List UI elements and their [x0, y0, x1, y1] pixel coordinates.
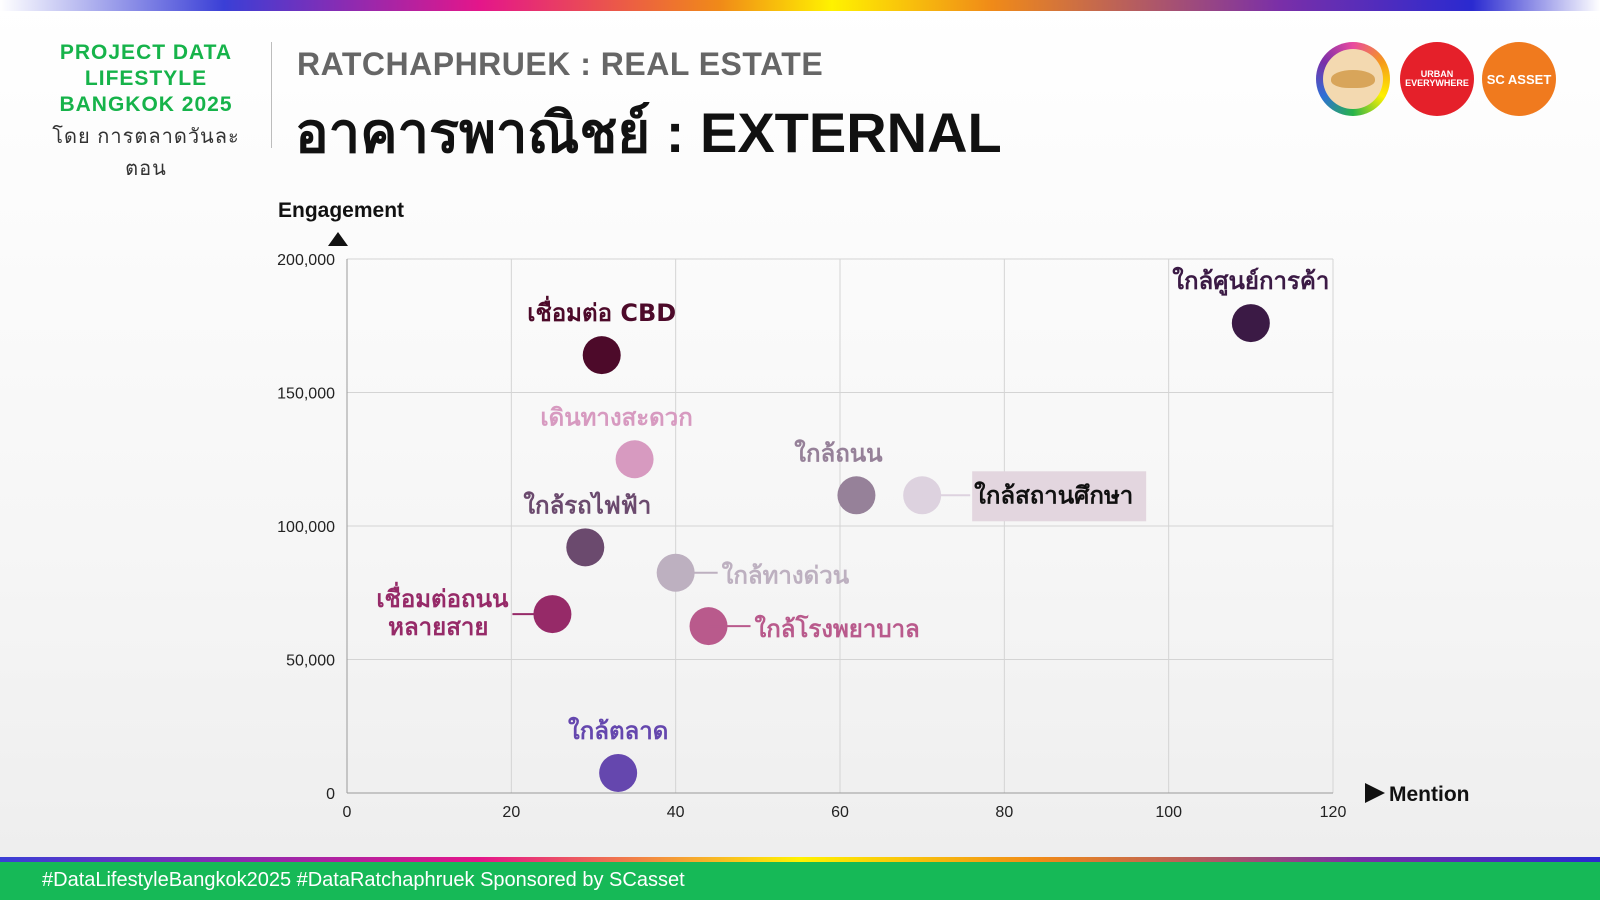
x-tick-label: 120: [1320, 804, 1347, 821]
footer-bar: #DataLifestyleBangkok2025 #DataRatchaphr…: [0, 862, 1600, 900]
x-tick-label: 80: [995, 804, 1013, 821]
chart-tick-labels: 0 20 40 60 80 100 120 0 50,000 100,000 150,000 200,…: [277, 252, 1346, 821]
point-label: ใกล้ทางด่วน: [722, 561, 850, 590]
y-tick-label: 50,000: [286, 653, 335, 670]
point-label: ใกล้ศูนย์การค้า: [1172, 266, 1329, 296]
scatter-point: [837, 476, 876, 515]
lifestyle-logo: [1316, 42, 1390, 116]
point-label: หลายสาย: [388, 613, 488, 641]
y-tick-label: 100,000: [277, 519, 335, 536]
point-label: ใกล้ถนน: [794, 438, 883, 467]
chart-gridlines: [347, 258, 1334, 793]
x-axis-title: Mention: [1389, 783, 1469, 806]
urban-logo-text-1: URBAN: [1420, 69, 1454, 79]
hat-icon: [1331, 70, 1375, 88]
y-tick-label: 200,000: [277, 252, 335, 269]
x-tick-label: 100: [1155, 804, 1182, 821]
x-tick-label: 60: [831, 804, 849, 821]
brand-line-1: PROJECT DATA: [59, 41, 233, 64]
scatter-point: [566, 528, 605, 567]
project-brand: PROJECT DATA LIFESTYLE BANGKOK 2025: [36, 40, 256, 118]
header-divider: [271, 42, 272, 148]
sc-asset-logo: SC ASSET: [1482, 42, 1556, 116]
chart-point-labels: ใกล้ศูนย์การค้าเชื่อมต่อ CBD เดินทางสะดวก…: [376, 266, 1329, 745]
point-label: เดินทางสะดวก: [540, 403, 692, 431]
y-tick-label: 0: [326, 786, 335, 803]
point-label: ใกล้ตลาด: [568, 716, 668, 745]
point-label: เชื่อมต่อ CBD: [527, 295, 676, 327]
urban-everywhere-logo: URBAN EVERYWHERE: [1400, 42, 1474, 116]
brand-line-2: LIFESTYLE: [84, 67, 208, 90]
sc-logo-text: SC ASSET: [1486, 71, 1552, 87]
highlight-label-box: [972, 471, 1147, 522]
page-kicker: RATCHAPHRUEK : REAL ESTATE: [297, 46, 824, 82]
scatter-point: [1231, 304, 1270, 343]
x-axis-arrow-icon: [1365, 783, 1385, 803]
urban-logo-text-2: EVERYWHERE: [1405, 78, 1469, 88]
x-tick-label: 0: [343, 804, 352, 821]
scatter-point: [615, 440, 654, 479]
point-label: ใกล้โรงพยาบาล: [755, 614, 920, 643]
footer-color-stripe: [0, 857, 1600, 862]
scatter-point: [599, 753, 638, 792]
point-label: เชื่อมต่อถนน: [376, 581, 509, 613]
point-label: ใกล้สถานศึกษา: [974, 480, 1133, 509]
page-title: อาคารพาณิชย์ : EXTERNAL: [295, 101, 1002, 164]
brand-subtitle: โดย การตลาดวันละตอน: [52, 126, 240, 180]
y-axis-title: Engagement: [278, 199, 404, 222]
footer-hashtags: #DataLifestyleBangkok2025 #DataRatchaphr…: [42, 869, 685, 891]
chart-axes: Engagement Mention: [278, 199, 1469, 806]
x-tick-label: 40: [667, 804, 685, 821]
top-color-stripe: [0, 0, 1600, 11]
scatter-point: [582, 336, 621, 375]
x-tick-label: 20: [502, 804, 520, 821]
scatter-chart: Engagement Mention 0 20 40 60 80 100 120 0 50,000…: [277, 199, 1469, 821]
y-axis-arrow-icon: [328, 232, 348, 246]
point-label: ใกล้รถไฟฟ้า: [523, 490, 651, 519]
brand-line-3: BANGKOK 2025: [59, 93, 233, 116]
y-tick-label: 150,000: [277, 386, 335, 403]
